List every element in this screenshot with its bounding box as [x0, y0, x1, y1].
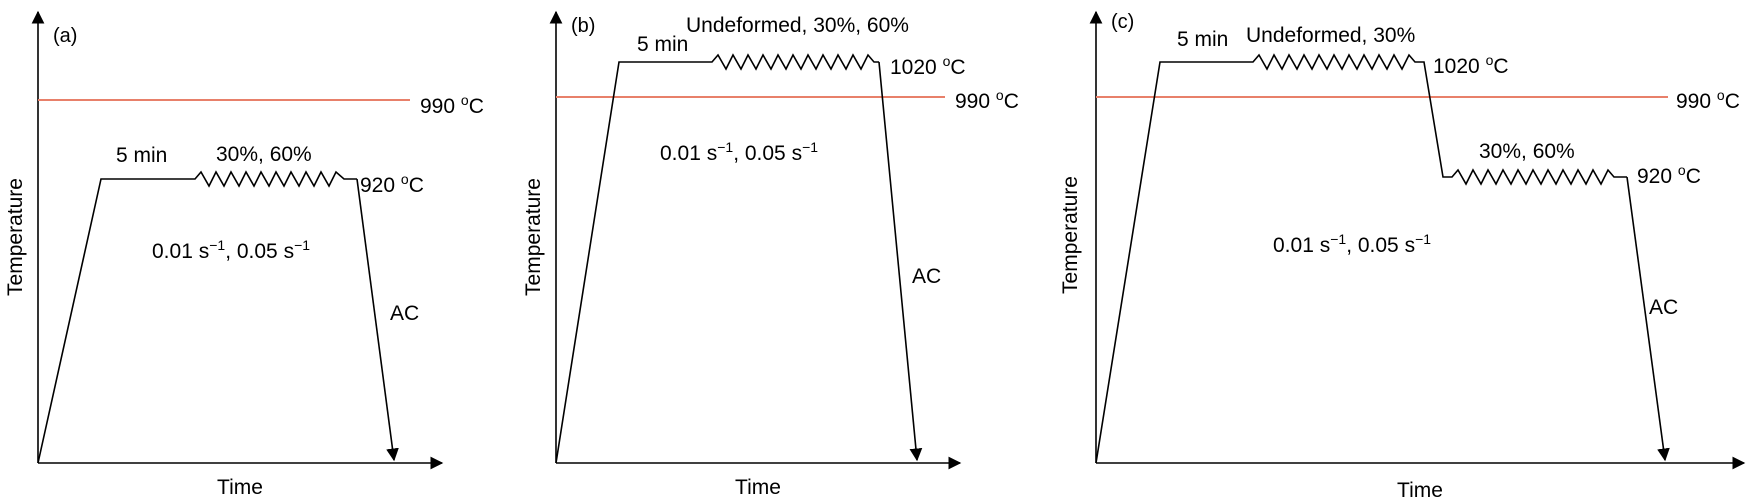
- cooling-label: AC: [1649, 296, 1678, 319]
- reference-temp-label: 990 oC: [1676, 87, 1740, 113]
- thermal-path: [555, 53, 879, 464]
- panel-a: (a) Time Temperature 990 oC 5 min 30%, 6…: [4, 10, 484, 499]
- temp-label: 1020 oC: [1433, 52, 1509, 78]
- cooling-arrow: [356, 178, 399, 462]
- strain-rate-label: 0.01 s−1, 0.05 s−1: [660, 139, 818, 165]
- hold-label: 5 min: [116, 144, 167, 167]
- hold-label: 5 min: [637, 33, 688, 56]
- deform-label: Undeformed, 30%: [1246, 24, 1415, 47]
- temp-label: 920 oC: [1637, 162, 1701, 188]
- thermal-path: [37, 170, 357, 464]
- x-axis-label: Time: [217, 476, 263, 499]
- hold-label: 5 min: [1177, 28, 1228, 51]
- panel-tag: (c): [1111, 11, 1134, 33]
- temp-label: 1020 oC: [890, 53, 966, 79]
- reference-temp-label: 990 oC: [420, 92, 484, 118]
- strain-rate-label: 0.01 s−1, 0.05 s−1: [1273, 231, 1431, 257]
- deform-label: 30%, 60%: [1479, 140, 1575, 163]
- cooling-arrow: [1626, 176, 1670, 462]
- cooling-label: AC: [390, 302, 419, 325]
- panel-c: (c) Time Temperature 990 oC 5 min Undefo…: [1059, 10, 1746, 502]
- temp-label: 920 oC: [360, 171, 424, 197]
- reference-temp-label: 990 oC: [955, 87, 1019, 113]
- y-axis-label: Temperature: [522, 178, 545, 296]
- panel-tag: (a): [53, 25, 77, 47]
- cooling-arrow: [878, 61, 923, 462]
- x-axis-label: Time: [735, 476, 781, 499]
- deform-label: Undeformed, 30%, 60%: [686, 14, 909, 37]
- panel-b: (b) Time Temperature 990 oC 5 min Undefo…: [522, 10, 1019, 499]
- strain-rate-label: 0.01 s−1, 0.05 s−1: [152, 237, 310, 263]
- x-axis-label: Time: [1397, 479, 1443, 502]
- thermal-path: [1095, 53, 1627, 464]
- cooling-label: AC: [912, 265, 941, 288]
- y-axis-label: Temperature: [1059, 176, 1082, 294]
- y-axis-label: Temperature: [4, 178, 27, 296]
- deform-label: 30%, 60%: [216, 143, 312, 166]
- panel-tag: (b): [571, 15, 595, 37]
